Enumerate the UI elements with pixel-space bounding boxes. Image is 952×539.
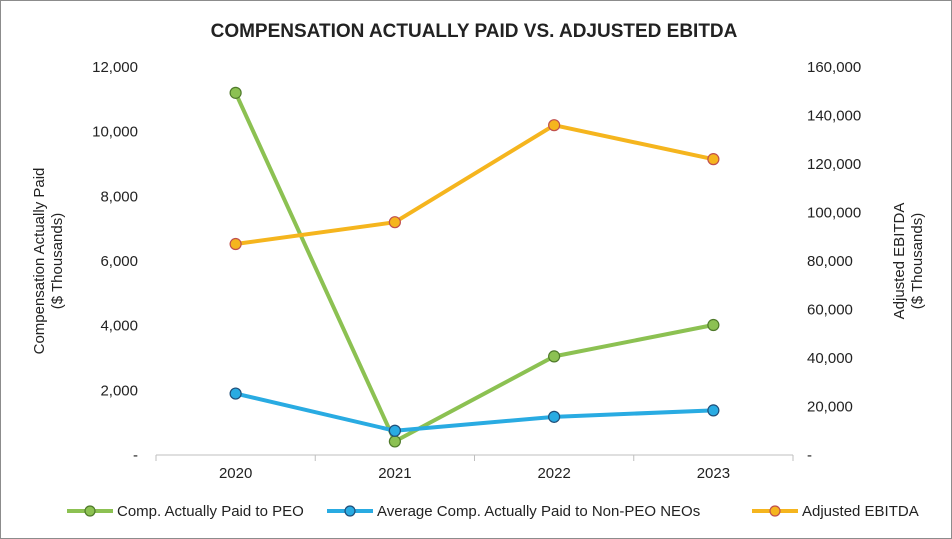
series-point-2 [229,237,242,251]
series-line-2 [233,123,716,247]
y-right-tick-label: 160,000 [807,59,861,76]
y-right-tick-label: 100,000 [807,205,861,222]
x-tick-label: 2020 [219,465,252,482]
axes: 2020 2021 2022 2023 - 2,000 4,000 6,000 8,000 10,… [31,59,926,482]
y-right-tick-label: 20,000 [807,399,853,416]
legend-swatch-marker [84,505,96,517]
y-right-tick-label: 80,000 [807,253,853,270]
y-right-axis-title-line: ($ Thousands) [909,213,926,309]
chart-title: COMPENSATION ACTUALLY PAID VS. ADJUSTED … [211,21,738,42]
y-right-axis-title-line: Adjusted EBITDA [891,203,908,320]
legend: Comp. Actually Paid to PEO Average Comp. … [67,503,919,520]
x-tick-label: 2023 [697,465,730,482]
series-point-0 [229,86,242,99]
series-point-1 [229,387,242,400]
x-tick-label: 2022 [537,465,570,482]
y-right-tick-label: 40,000 [807,350,853,367]
y-left-tick-label: 10,000 [92,124,138,141]
y-left-tick-label: 4,000 [100,318,138,335]
series-point-0 [388,435,401,448]
y-left-axis-title: Compensation Actually Paid($ Thousands) [31,168,66,355]
y-right-axis-title: Adjusted EBITDA($ Thousands) [891,203,926,320]
y-left-tick-label: - [133,447,138,464]
legend-label: Adjusted EBITDA [802,503,919,520]
y-right-tick-label: 120,000 [807,156,861,173]
series-point-0 [548,350,561,363]
y-right-tick-label: - [807,447,812,464]
y-right-tick-label: 140,000 [807,108,861,125]
series-point-2 [388,216,401,229]
y-right-tick-label: 60,000 [807,302,853,319]
x-tick-label: 2021 [378,465,411,482]
series-line-0 [233,90,716,444]
series-point-2 [548,119,561,132]
y-left-axis-title-line: Compensation Actually Paid [31,168,48,355]
legend-label: Average Comp. Actually Paid to Non-PEO N… [377,503,700,520]
y-left-tick-label: 12,000 [92,59,138,76]
series-point-0 [707,318,720,332]
series-layer [229,86,720,448]
series-point-1 [388,424,401,437]
y-left-tick-label: 2,000 [100,382,138,399]
y-left-tick-label: 8,000 [100,188,138,205]
legend-swatch-marker [769,505,781,517]
series-point-2 [707,153,720,166]
y-left-axis-title-line: ($ Thousands) [49,213,66,309]
series-line-1 [233,391,716,433]
y-left-tick-label: 6,000 [100,253,138,270]
legend-swatch-marker [344,505,356,517]
legend-label: Comp. Actually Paid to PEO [117,503,304,520]
series-point-1 [548,410,561,423]
series-point-1 [707,404,720,417]
